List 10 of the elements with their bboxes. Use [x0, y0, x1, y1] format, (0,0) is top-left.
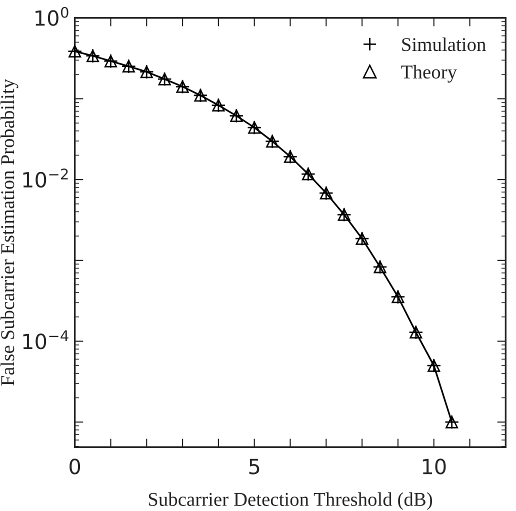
y-axis-title: False Subcarrier Estimation Probability [0, 78, 18, 386]
x-tick-label: 5 [249, 458, 260, 474]
x-axis-title: Subcarrier Detection Threshold (dB) [148, 492, 432, 510]
legend-label: Theory [401, 64, 457, 83]
legend-label: Simulation [402, 37, 486, 52]
y-tick-label: 10$^{−4}$ [23, 330, 68, 350]
y-tick-label: 10$^{−2}$ [23, 168, 68, 188]
y-tick-label: 10$^{0}$ [36, 6, 68, 26]
x-tick-label: 0 [70, 458, 80, 474]
x-tick-label: 10 [422, 458, 446, 474]
